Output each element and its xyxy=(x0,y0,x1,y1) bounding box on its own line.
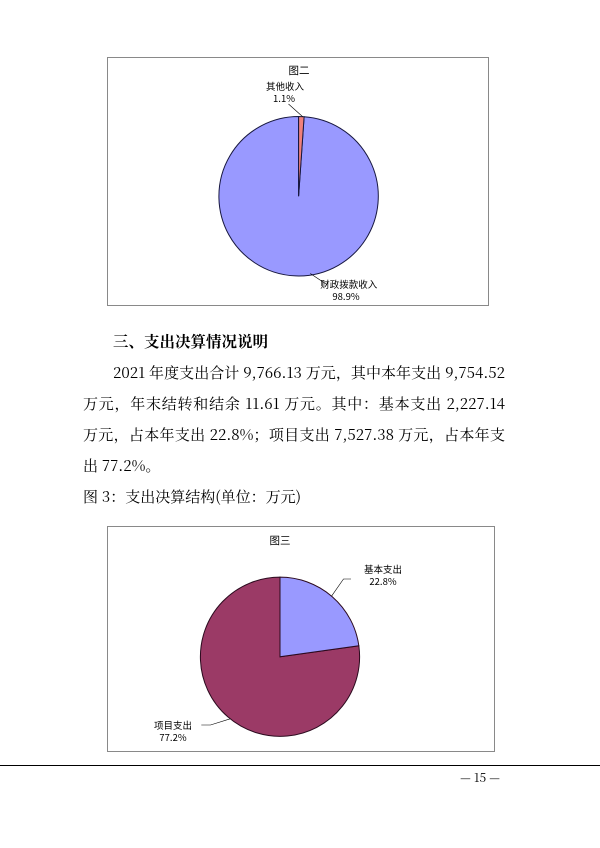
svg-text:图三: 图三 xyxy=(270,533,291,548)
svg-text:98.9%: 98.9% xyxy=(332,289,359,303)
svg-text:77.2%: 77.2% xyxy=(159,730,186,744)
svg-text:22.8%: 22.8% xyxy=(369,574,396,588)
svg-text:图二: 图二 xyxy=(289,63,310,78)
svg-text:1.1%: 1.1% xyxy=(273,91,295,105)
